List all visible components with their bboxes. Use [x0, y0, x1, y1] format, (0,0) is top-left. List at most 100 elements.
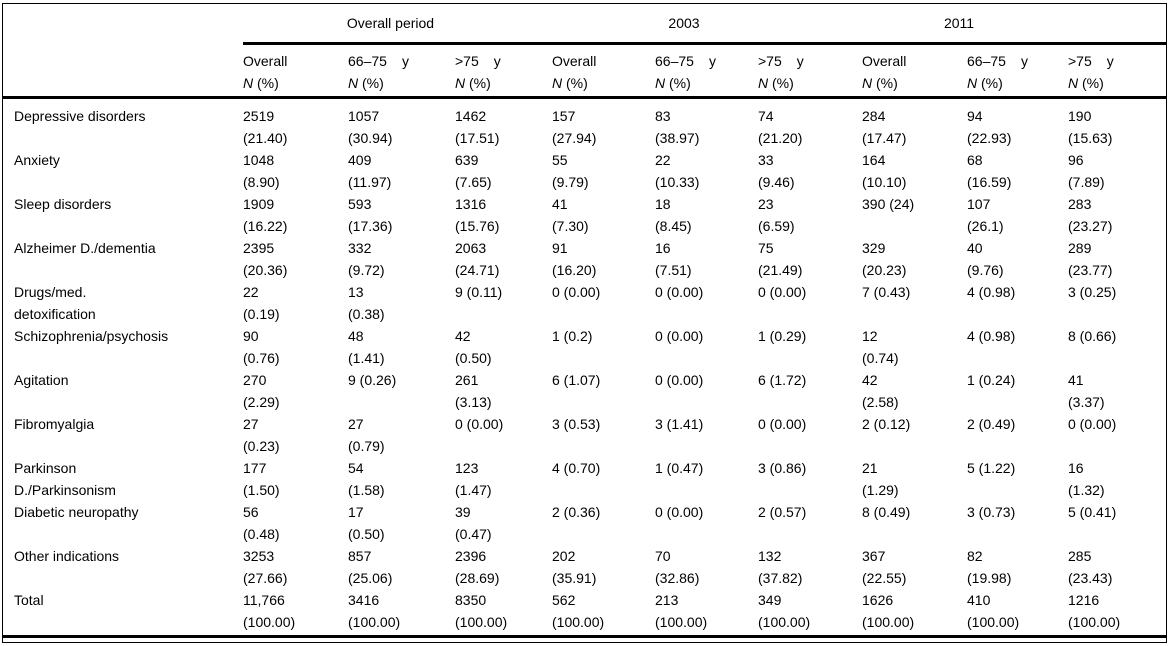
table-row: Diabetic neuropathy 56 (0.48) 17 (0.50) 39 …: [3, 501, 1166, 545]
age-unit-label: y: [1020, 52, 1028, 69]
age-unit-label: y: [1106, 52, 1114, 69]
column-header-overall: Overall N (%): [243, 43, 348, 99]
column-title: >75 y: [758, 50, 862, 72]
row-label: Drugs/med. detoxification: [14, 283, 96, 322]
cell: 261 (3.13): [455, 371, 492, 410]
column-subtitle: N (%): [243, 72, 348, 94]
cell: 1216 (100.00): [1068, 588, 1166, 638]
cell: 164 (10.10): [862, 151, 907, 190]
table-row: Anxiety 1048 (8.90) 409 (11.97) 639 (7.65) 5…: [3, 149, 1166, 193]
cell: 0 (0.00): [552, 283, 601, 300]
group-header-2003: 2003: [552, 4, 862, 45]
n-symbol: N: [455, 74, 466, 91]
age-range-label: Overall: [862, 52, 907, 69]
cell: 17 (0.50): [348, 503, 385, 542]
cell: 3 (0.86): [758, 459, 807, 476]
table-header: Overall period 2003 2011 Overall N (%) 66–75 y…: [3, 4, 1166, 99]
cell: 157 (27.94): [552, 107, 597, 146]
column-subtitle: N (%): [758, 72, 862, 94]
cell: 2519 (21.40): [243, 107, 288, 146]
percent-symbol: (%): [977, 74, 1003, 91]
column-title: Overall: [862, 50, 967, 72]
cell: 42 (0.50): [455, 327, 492, 366]
cell: 3 (0.53): [552, 415, 601, 432]
column-header-overall: Overall N (%): [552, 43, 655, 99]
cell: 285 (23.43): [1068, 547, 1113, 586]
cell: 40 (9.76): [967, 239, 1004, 278]
cell: 94 (22.93): [967, 107, 1012, 146]
n-symbol: N: [862, 74, 873, 91]
cell: 12 (0.74): [862, 327, 899, 366]
column-subtitle: N (%): [967, 72, 1068, 94]
table-row: Parkinson D./Parkinsonism 177 (1.50) 54 (1…: [3, 457, 1166, 501]
cell: 0 (0.00): [455, 415, 504, 432]
cell: 16 (1.32): [1068, 459, 1105, 498]
n-symbol: N: [1068, 74, 1079, 91]
cell: 332 (9.72): [348, 239, 385, 278]
column-header-66-75-y: 66–75 y N (%): [348, 43, 455, 99]
cell: 8 (0.66): [1068, 327, 1117, 344]
column-subtitle: N (%): [862, 72, 967, 94]
cell: 21 (1.29): [862, 459, 899, 498]
percent-symbol: (%): [465, 74, 491, 91]
cell: 1 (0.24): [967, 371, 1016, 388]
column-title: 66–75 y: [967, 50, 1068, 72]
cell: 1626 (100.00): [862, 588, 967, 638]
cell: 283 (23.27): [1068, 195, 1113, 234]
percent-symbol: (%): [872, 74, 898, 91]
cell: 0 (0.00): [655, 371, 704, 388]
cell: 132 (37.82): [758, 547, 803, 586]
cell: 1 (0.47): [655, 459, 704, 476]
row-label: Alzheimer D./dementia: [14, 239, 156, 256]
cell: 3 (0.25): [1068, 283, 1117, 300]
column-header-row: Overall N (%) 66–75 y N (%) >75 y N (%) Overall N…: [3, 43, 1166, 99]
cell: 39 (0.47): [455, 503, 492, 542]
percent-symbol: (%): [665, 74, 691, 91]
cell: 270 (2.29): [243, 371, 280, 410]
cell: 8350 (100.00): [455, 588, 552, 638]
column-subtitle: N (%): [655, 72, 758, 94]
group-header-overall-period: Overall period: [243, 4, 552, 45]
cell: 13 (0.38): [348, 283, 385, 322]
age-unit-label: y: [493, 52, 501, 69]
column-header-66-75-y: 66–75 y N (%): [967, 43, 1068, 99]
cell: 2 (0.57): [758, 503, 807, 520]
percent-symbol: (%): [768, 74, 794, 91]
cell: 83 (38.97): [655, 107, 700, 146]
column-title: >75 y: [1068, 50, 1166, 72]
cell: 0 (0.00): [655, 327, 704, 344]
table-row: Depressive disorders 2519 (21.40) 1057 (30…: [3, 97, 1166, 149]
cell: 3 (0.73): [967, 503, 1016, 520]
cell: 70 (32.86): [655, 547, 700, 586]
cell: 27 (0.79): [348, 415, 385, 454]
age-range-label: Overall: [552, 52, 597, 69]
row-label: Sleep disorders: [14, 195, 112, 212]
cell: 2396 (28.69): [455, 547, 500, 586]
cell: 54 (1.58): [348, 459, 385, 498]
cell: 0 (0.00): [758, 415, 807, 432]
cell: 289 (23.77): [1068, 239, 1113, 278]
cell: 16 (7.51): [655, 239, 692, 278]
cell: 55 (9.79): [552, 151, 589, 190]
age-unit-label: y: [708, 52, 716, 69]
n-symbol: N: [552, 74, 563, 91]
column-header-75-y: >75 y N (%): [1068, 43, 1166, 99]
cell: 5 (1.22): [967, 459, 1016, 476]
cell: 96 (7.89): [1068, 151, 1105, 190]
cell: 41 (3.37): [1068, 371, 1105, 410]
cell: 329 (20.23): [862, 239, 907, 278]
cell: 27 (0.23): [243, 415, 280, 454]
cell: 190 (15.63): [1068, 107, 1113, 146]
row-label: Other indications: [14, 547, 120, 564]
cell: 2 (0.36): [552, 503, 601, 520]
percent-symbol: (%): [253, 74, 279, 91]
cell: 1316 (15.76): [455, 195, 500, 234]
cell: 18 (8.45): [655, 195, 692, 234]
age-range-label: Overall: [243, 52, 288, 69]
cell: 4 (0.98): [967, 283, 1016, 300]
cell: 82 (19.98): [967, 547, 1012, 586]
age-range-label: 66–75: [655, 52, 694, 69]
cell: 177 (1.50): [243, 459, 280, 498]
table-frame: Overall period 2003 2011 Overall N (%) 66–75 y…: [2, 3, 1167, 643]
cell: 2 (0.49): [967, 415, 1016, 432]
